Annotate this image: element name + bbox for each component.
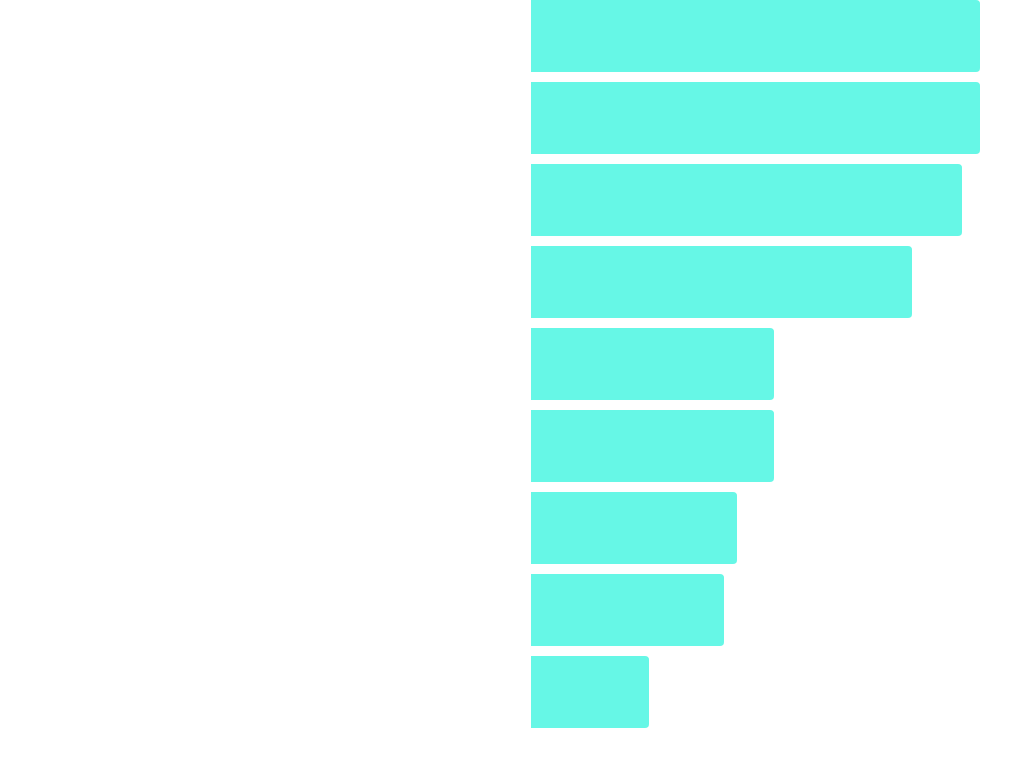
bar (531, 82, 980, 154)
bar (531, 492, 737, 564)
bar (531, 574, 724, 646)
bar (531, 410, 774, 482)
bar (531, 246, 912, 318)
bar (531, 328, 774, 400)
bar (531, 656, 649, 728)
bar (531, 164, 962, 236)
bar (531, 0, 980, 72)
